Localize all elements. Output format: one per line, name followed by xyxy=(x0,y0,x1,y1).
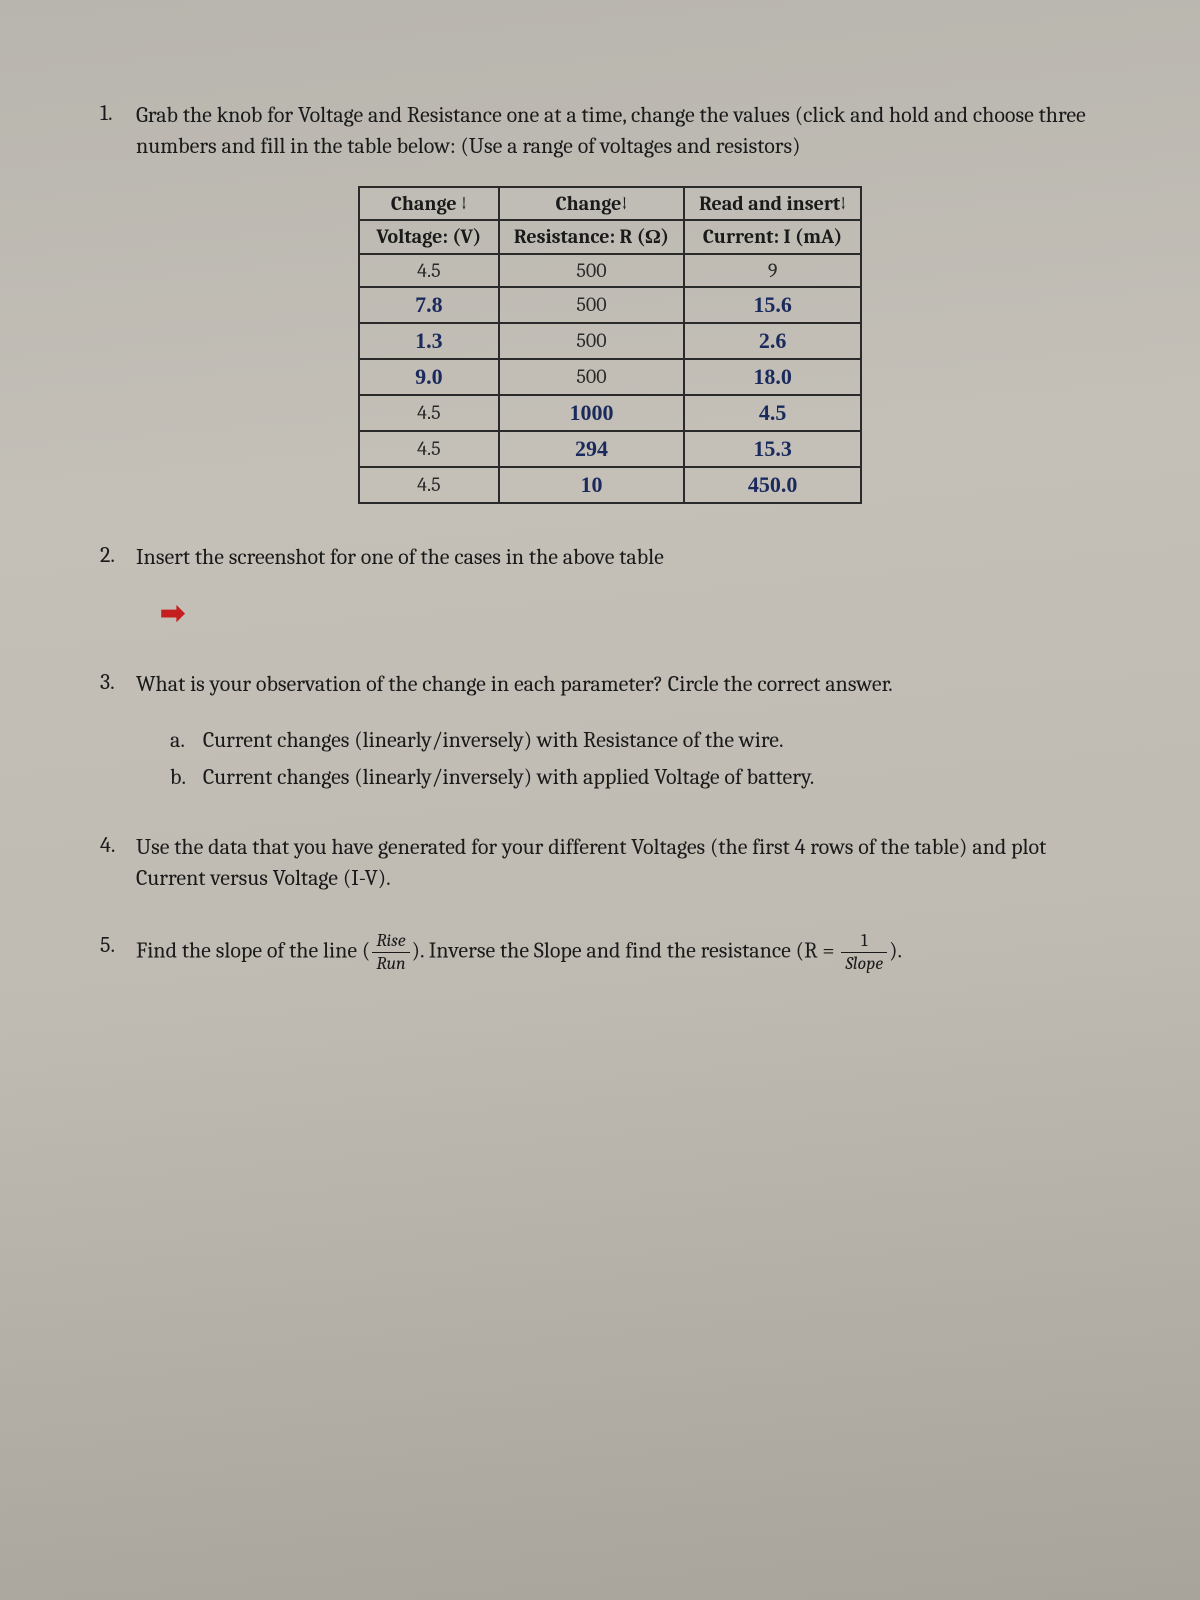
q4-number: 4. xyxy=(100,832,136,858)
q2-text: Insert the screenshot for one of the cas… xyxy=(136,542,1120,573)
resistance-cell: 500 xyxy=(499,323,684,359)
q3-sub-a: a. Current changes (linearly/inversely) … xyxy=(170,724,1120,757)
frac2-den: Slope xyxy=(841,953,887,973)
voltage-cell: 1.3 xyxy=(359,323,499,359)
voltage-cell: 4.5 xyxy=(359,431,499,467)
q3a-label: a. xyxy=(170,724,198,757)
q5-after: ). xyxy=(889,937,902,963)
table-row: 7.850015.6 xyxy=(359,287,861,323)
question-2: 2. Insert the screenshot for one of the … xyxy=(100,542,1120,573)
question-4: 4. Use the data that you have generated … xyxy=(100,832,1120,894)
frac1-den: Run xyxy=(372,953,409,973)
resistance-cell: 500 xyxy=(499,254,684,287)
voltage-cell: 7.8 xyxy=(359,287,499,323)
resistance-cell: 500 xyxy=(499,359,684,395)
table-row: 4.510450.0 xyxy=(359,467,861,503)
q3-sub-b: b. Current changes (linearly/inversely) … xyxy=(170,761,1120,794)
q3b-label: b. xyxy=(170,761,198,794)
header-resistance: Resistance: R (Ω) xyxy=(499,220,684,254)
current-cell: 450.0 xyxy=(684,467,861,503)
current-cell: 9 xyxy=(684,254,861,287)
table-row: 4.529415.3 xyxy=(359,431,861,467)
q1-text: Grab the knob for Voltage and Resistance… xyxy=(136,100,1120,162)
header-voltage: Voltage: (V) xyxy=(359,220,499,254)
resistance-cell: 500 xyxy=(499,287,684,323)
voltage-cell: 4.5 xyxy=(359,467,499,503)
question-3: 3. What is your observation of the chang… xyxy=(100,669,1120,700)
resistance-cell: 1000 xyxy=(499,395,684,431)
current-cell: 15.6 xyxy=(684,287,861,323)
current-cell: 4.5 xyxy=(684,395,861,431)
table-row: 1.35002.6 xyxy=(359,323,861,359)
table-row: 4.55009 xyxy=(359,254,861,287)
q2-number: 2. xyxy=(100,542,136,568)
fraction-1-slope: 1Slope xyxy=(841,932,887,973)
frac2-num: 1 xyxy=(841,932,887,953)
header-change-1: Change ↓ xyxy=(359,187,499,220)
frac1-num: Rise xyxy=(372,932,409,953)
voltage-cell: 9.0 xyxy=(359,359,499,395)
q3a-text: Current changes (linearly/inversely) wit… xyxy=(203,727,784,753)
fraction-rise-run: RiseRun xyxy=(372,932,409,973)
table-header-row-1: Change ↓ Change↓ Read and insert↓ xyxy=(359,187,861,220)
q3-text: What is your observation of the change i… xyxy=(136,669,1120,700)
voltage-cell: 4.5 xyxy=(359,254,499,287)
arrow-icon: ➡ xyxy=(160,596,1120,631)
voltage-cell: 4.5 xyxy=(359,395,499,431)
header-current: Current: I (mA) xyxy=(684,220,861,254)
q5-number: 5. xyxy=(100,932,136,958)
question-5: 5. Find the slope of the line (RiseRun).… xyxy=(100,932,1120,973)
resistance-cell: 10 xyxy=(499,467,684,503)
current-cell: 2.6 xyxy=(684,323,861,359)
header-change-2: Change↓ xyxy=(499,187,684,220)
question-1: 1. Grab the knob for Voltage and Resista… xyxy=(100,100,1120,162)
table-row: 4.510004.5 xyxy=(359,395,861,431)
q5-text: Find the slope of the line (RiseRun). In… xyxy=(136,932,1120,973)
resistance-cell: 294 xyxy=(499,431,684,467)
table-row: 9.050018.0 xyxy=(359,359,861,395)
q1-number: 1. xyxy=(100,100,136,126)
q3-number: 3. xyxy=(100,669,136,695)
q5-before: Find the slope of the line ( xyxy=(136,937,370,963)
current-cell: 15.3 xyxy=(684,431,861,467)
q4-text: Use the data that you have generated for… xyxy=(136,832,1120,894)
q5-mid: ). Inverse the Slope and find the resist… xyxy=(412,937,840,963)
data-table: Change ↓ Change↓ Read and insert↓ Voltag… xyxy=(358,186,862,504)
q3b-text: Current changes (linearly/inversely) wit… xyxy=(203,764,814,790)
current-cell: 18.0 xyxy=(684,359,861,395)
header-read: Read and insert↓ xyxy=(684,187,861,220)
table-header-row-2: Voltage: (V) Resistance: R (Ω) Current: … xyxy=(359,220,861,254)
